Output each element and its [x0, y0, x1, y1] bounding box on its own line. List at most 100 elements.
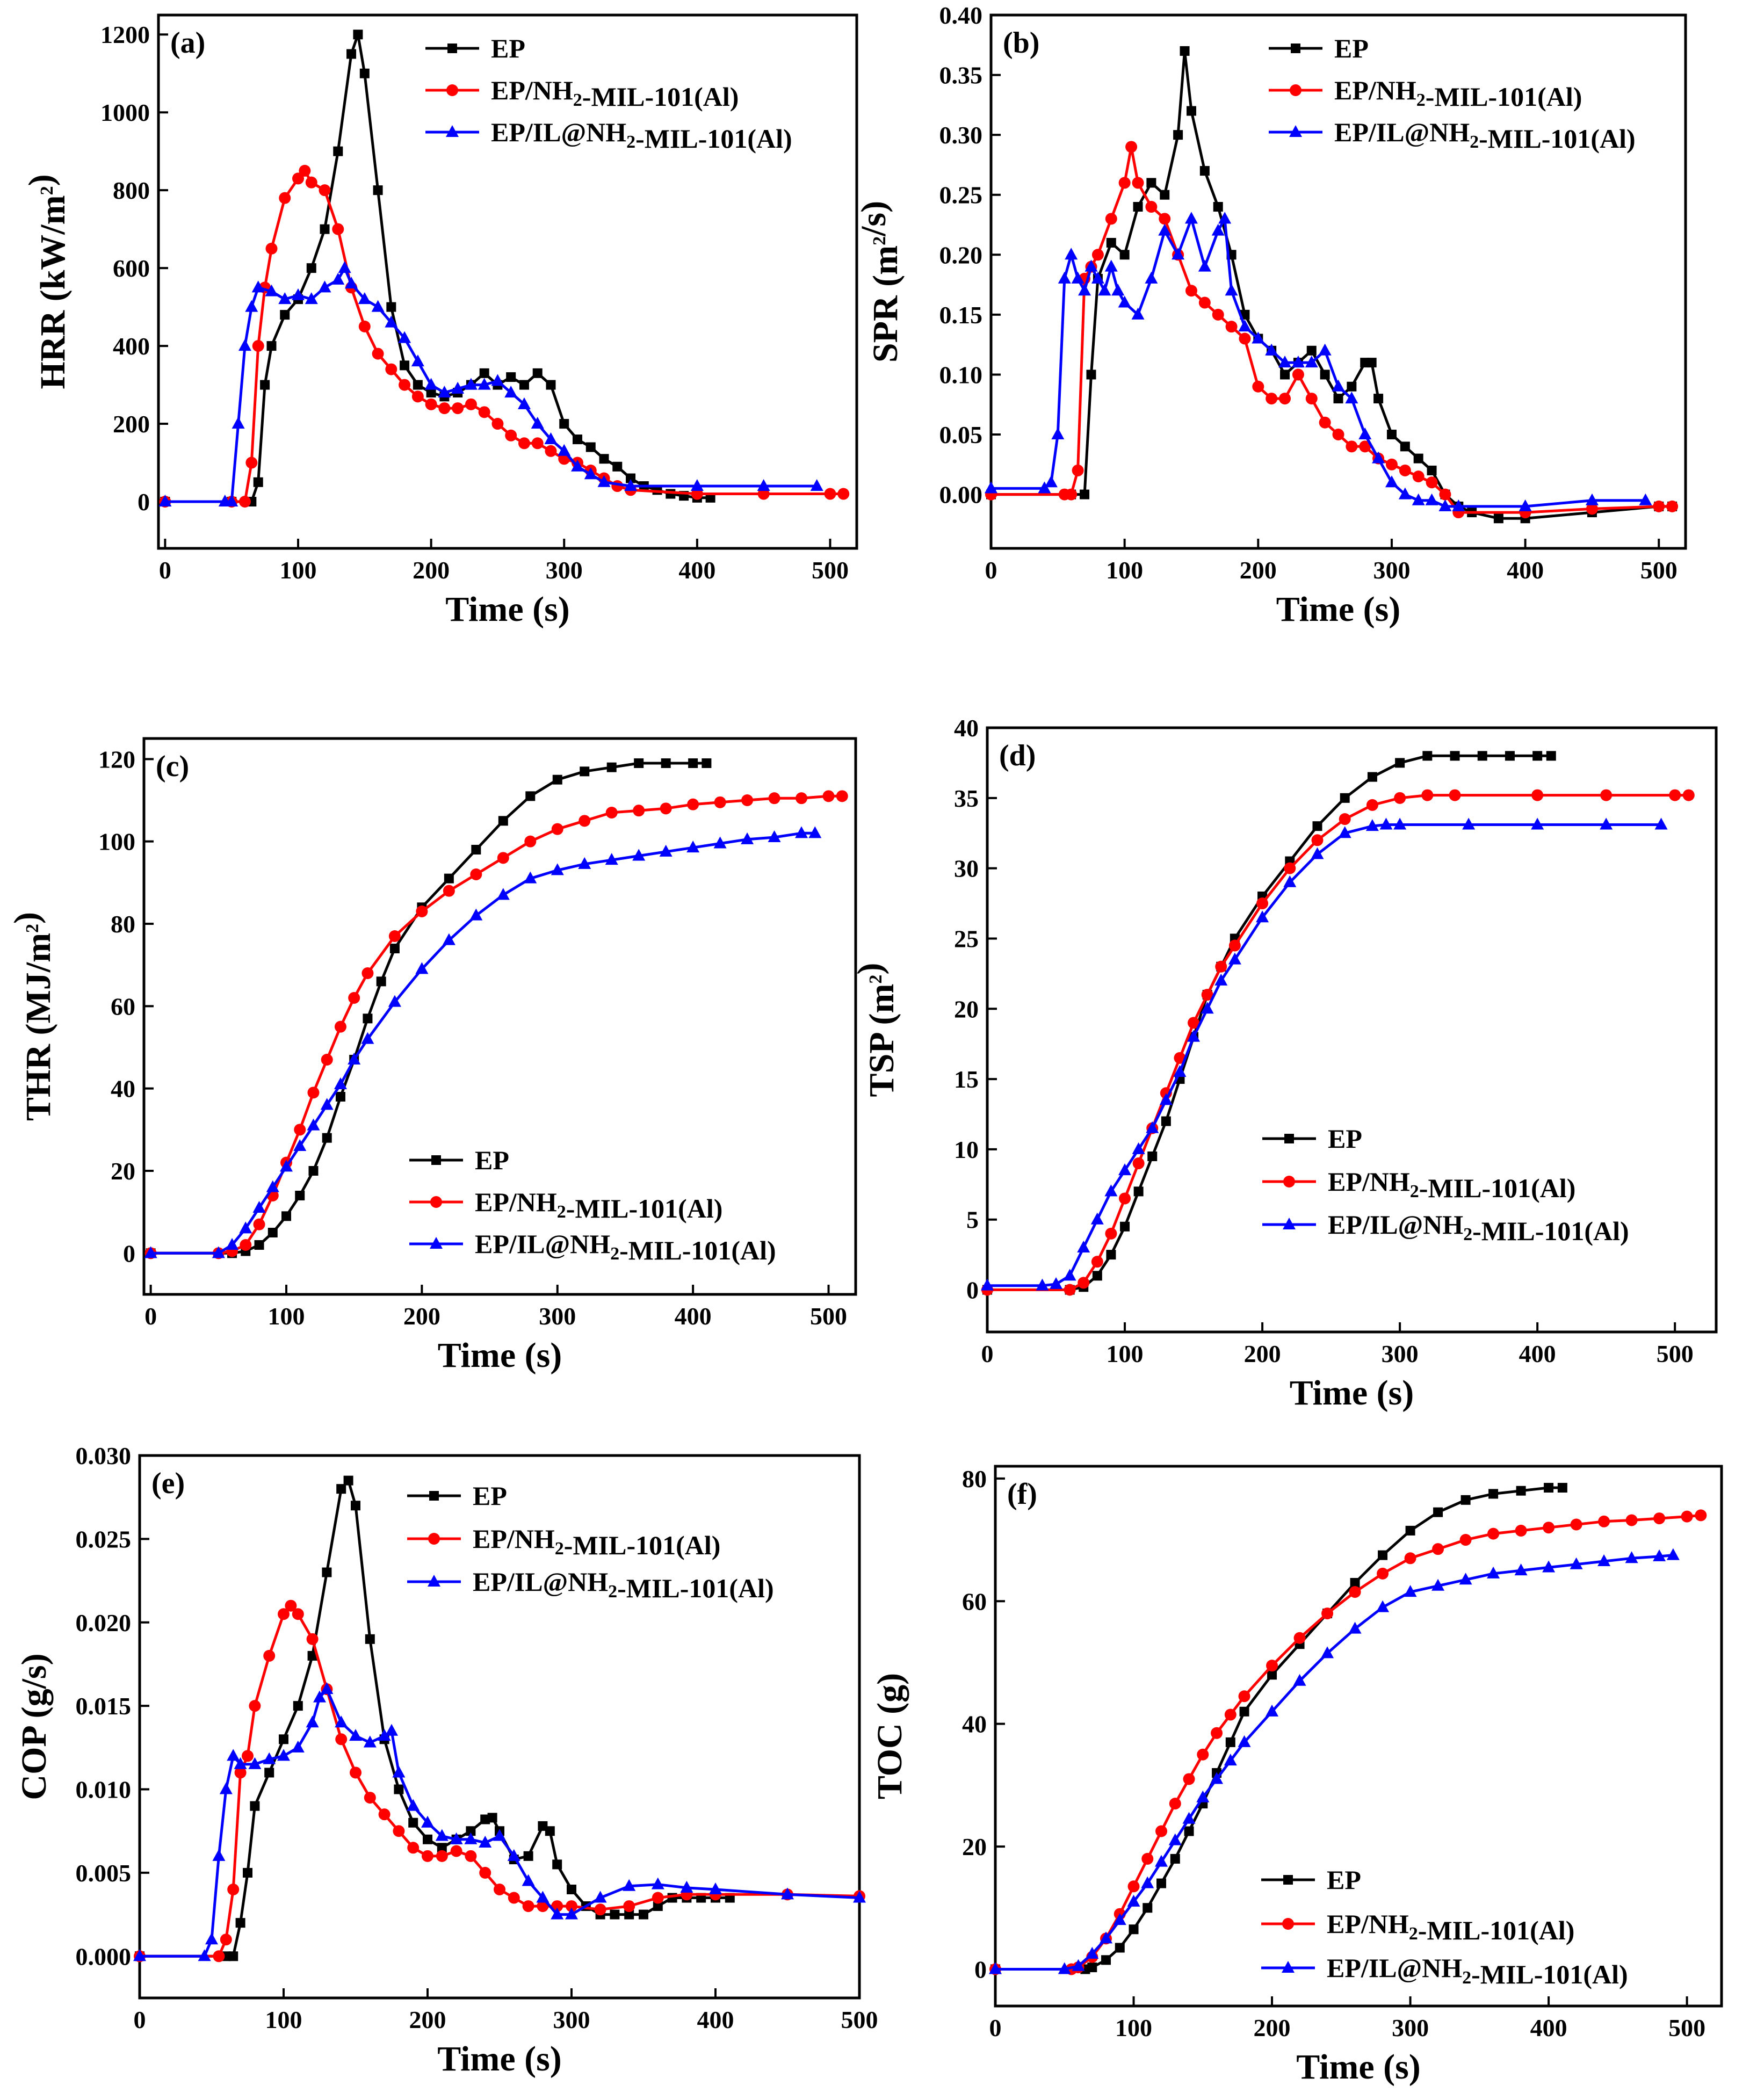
- data-point-a-0-18: [426, 388, 436, 398]
- legend-marker-f-1: [1282, 1918, 1294, 1930]
- legend-marker-f-2: [1282, 1961, 1295, 1973]
- data-point-d-1-4: [1105, 1227, 1117, 1240]
- data-point-d-2-13: [1201, 1002, 1214, 1014]
- x-tick-label-c-4: 400: [675, 1302, 712, 1330]
- data-point-e-2-8: [263, 1752, 276, 1764]
- x-tick-label-e-1: 100: [265, 2006, 302, 2033]
- data-point-f-2-27: [1597, 1554, 1611, 1567]
- data-point-f-0-19: [1405, 1525, 1415, 1536]
- data-point-c-1-19: [551, 823, 563, 835]
- data-point-d-2-2: [1050, 1277, 1063, 1290]
- data-point-f-2-17: [1321, 1646, 1334, 1659]
- data-point-c-0-23: [661, 758, 671, 768]
- data-point-b-0-26: [1366, 358, 1377, 368]
- data-point-a-0-24: [506, 372, 516, 382]
- data-point-d-1-18: [1366, 799, 1378, 811]
- data-point-a-2-6: [251, 280, 265, 293]
- data-point-a-2-26: [504, 386, 518, 398]
- data-point-d-1-14: [1256, 897, 1269, 910]
- data-point-b-2-36: [1412, 493, 1425, 505]
- data-point-b-0-23: [1333, 394, 1343, 404]
- data-point-e-2-13: [320, 1682, 334, 1695]
- data-point-a-1-28: [545, 445, 557, 457]
- y-tick-label-b-1: 0.05: [939, 421, 983, 448]
- data-point-e-1-4: [234, 1766, 247, 1779]
- data-point-b-0-24: [1347, 381, 1357, 392]
- data-point-e-0-16: [394, 1784, 404, 1794]
- data-point-a-2-28: [531, 417, 544, 429]
- data-point-c-2-28: [795, 826, 808, 838]
- data-point-b-1-32: [1426, 476, 1438, 489]
- data-point-e-1-21: [450, 1845, 462, 1857]
- x-tick-label-f-0: 0: [989, 2014, 1002, 2041]
- data-point-a-2-21: [438, 386, 451, 398]
- x-tick-label-a-0: 0: [159, 556, 171, 584]
- data-point-e-0-10: [322, 1567, 332, 1577]
- y-tick-label-d-5: 25: [954, 925, 979, 952]
- data-point-d-2-3: [1063, 1269, 1076, 1281]
- data-point-e-2-20: [407, 1799, 420, 1811]
- data-point-e-2-34: [651, 1877, 664, 1889]
- data-point-b-2-11: [1104, 259, 1118, 272]
- data-point-f-0-4: [1115, 1943, 1125, 1953]
- data-point-d-2-25: [1600, 817, 1613, 830]
- data-point-e-1-2: [220, 1934, 232, 1946]
- data-point-c-1-23: [660, 802, 672, 815]
- data-point-e-2-25: [479, 1835, 492, 1848]
- y-tick-label-e-2: 0.010: [76, 1776, 132, 1804]
- data-point-c-2-20: [578, 857, 591, 869]
- data-point-e-0-2: [228, 1951, 238, 1961]
- data-point-c-2-24: [686, 841, 700, 853]
- data-point-a-1-7: [279, 192, 291, 204]
- data-point-a-0-10: [333, 146, 343, 156]
- y-tick-label-c-0: 0: [123, 1240, 135, 1267]
- data-point-e-2-38: [853, 1891, 866, 1903]
- data-point-a-0-9: [320, 224, 330, 234]
- series-line-e-1: [140, 1604, 860, 1958]
- data-point-a-2-0: [158, 495, 172, 507]
- legend-marker-b-1: [1290, 84, 1302, 96]
- data-point-b-0-31: [1427, 465, 1437, 475]
- data-point-b-2-24: [1252, 331, 1265, 344]
- legend-entry-a-2: EP/IL@NH2-MIL-101(Al): [491, 117, 792, 154]
- data-point-b-2-27: [1291, 356, 1305, 368]
- data-point-e-0-29: [552, 1859, 562, 1870]
- data-point-f-2-10: [1182, 1812, 1196, 1824]
- data-point-c-1-8: [307, 1087, 320, 1099]
- data-point-c-1-20: [579, 815, 591, 827]
- data-point-a-2-32: [584, 467, 597, 480]
- data-point-f-2-26: [1570, 1557, 1583, 1569]
- legend-marker-e-1: [428, 1533, 440, 1545]
- data-point-b-1-24: [1319, 416, 1331, 429]
- data-point-c-2-22: [632, 849, 646, 861]
- data-point-a-2-4: [238, 339, 251, 351]
- y-tick-label-d-3: 15: [954, 1066, 979, 1093]
- data-point-c-1-14: [416, 906, 428, 917]
- panel-a: 0 100 200 300 400 500 0 200 400 600 800 1000 1200 (a…: [21, 13, 858, 629]
- data-point-e-0-5: [250, 1801, 260, 1811]
- data-point-a-0-32: [612, 461, 623, 472]
- data-point-a-1-15: [372, 347, 384, 360]
- data-point-c-0-3: [254, 1240, 264, 1250]
- legend-entry-c-1: EP/NH2-MIL-101(Al): [475, 1187, 722, 1223]
- data-point-b-2-41: [1585, 493, 1599, 505]
- y-tick-label-b-3: 0.15: [939, 301, 983, 329]
- data-point-d-2-8: [1132, 1142, 1145, 1154]
- data-point-a-0-5: [266, 341, 277, 351]
- plot-frame-d: [986, 726, 1718, 1334]
- x-tick-label-a-1: 100: [280, 556, 317, 584]
- data-point-e-0-33: [610, 1909, 620, 1920]
- series-line-f-2: [995, 1554, 1674, 1971]
- data-point-f-2-15: [1266, 1704, 1279, 1717]
- data-point-f-1-7: [1141, 1852, 1154, 1865]
- data-point-b-1-10: [1132, 177, 1144, 189]
- data-point-a-1-18: [411, 390, 424, 403]
- data-point-b-2-31: [1345, 392, 1358, 404]
- data-point-d-2-11: [1173, 1065, 1187, 1077]
- data-point-c-2-26: [741, 832, 754, 844]
- data-point-a-2-23: [464, 378, 478, 390]
- data-point-c-2-3: [239, 1221, 252, 1234]
- data-point-b-1-9: [1125, 141, 1138, 153]
- data-point-e-2-16: [363, 1735, 377, 1748]
- data-point-b-0-13: [1199, 166, 1210, 176]
